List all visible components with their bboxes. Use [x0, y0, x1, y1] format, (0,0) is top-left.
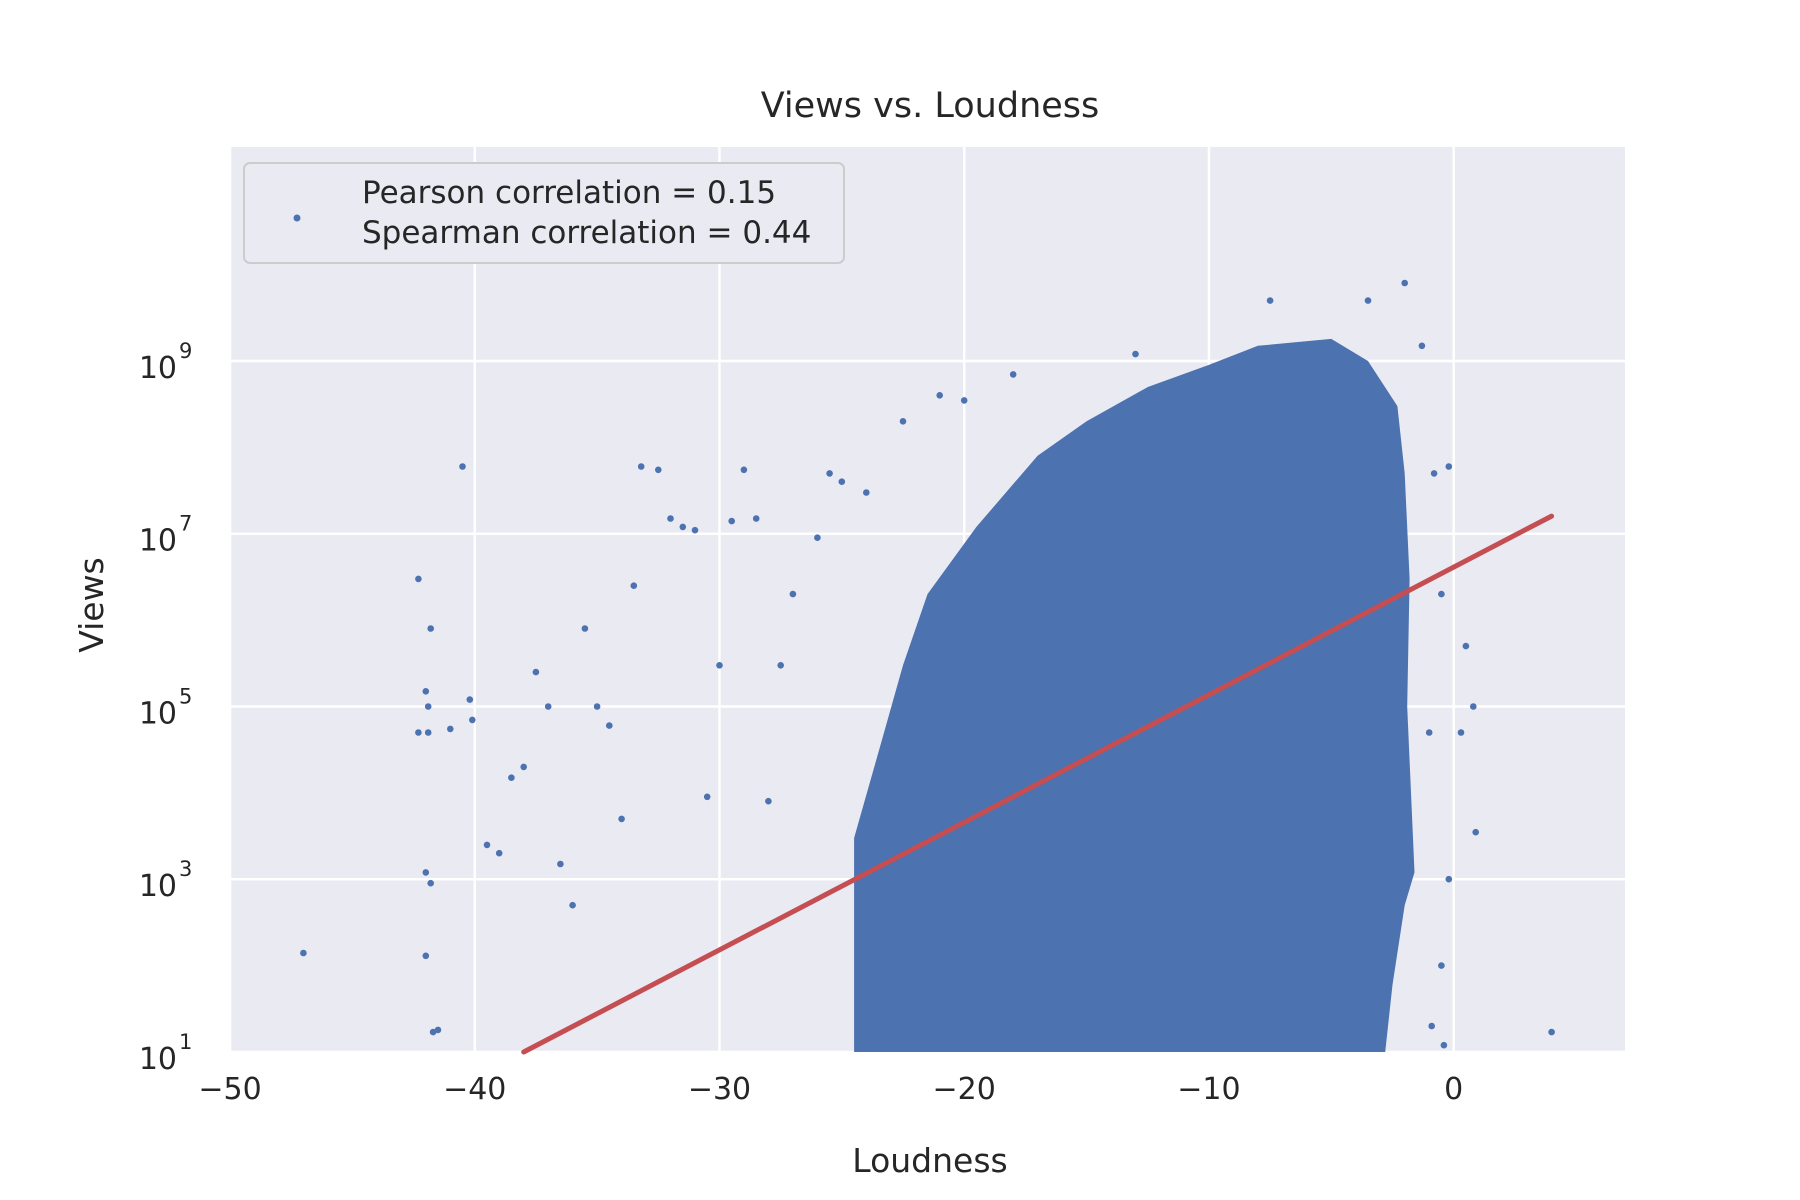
scatter-point: [424, 729, 432, 736]
scatter-point: [427, 625, 435, 632]
scatter-point: [1438, 962, 1445, 969]
scatter-point: [1470, 703, 1477, 710]
scatter-point: [466, 696, 474, 703]
scatter-point: [300, 949, 307, 957]
scatter-point: [777, 662, 784, 669]
scatter-point: [508, 774, 515, 781]
scatter-point: [789, 590, 797, 598]
scatter-point: [557, 860, 564, 868]
scatter-point: [581, 625, 589, 632]
x-tick-label: −20: [933, 1072, 996, 1107]
x-tick-label: −50: [198, 1072, 261, 1107]
y-axis-label: Views: [72, 557, 111, 653]
y-tick-exponent: 7: [179, 512, 192, 536]
scatter-point: [459, 463, 466, 470]
scatter-point: [422, 688, 430, 695]
scatter-point: [424, 703, 432, 710]
point-cloud: [854, 338, 1415, 1052]
scatter-point: [1440, 1041, 1448, 1049]
regression-fit-line: [521, 513, 1555, 1055]
scatter-point: [544, 703, 552, 710]
scatter-point: [1457, 729, 1465, 736]
legend-box: [243, 162, 845, 264]
scatter-point: [679, 523, 687, 531]
scatter-point: [1548, 1028, 1555, 1036]
scatter-point: [415, 575, 422, 583]
x-tick-label: −30: [688, 1072, 751, 1107]
scatter-point: [1445, 463, 1453, 470]
scatter-point: [728, 517, 735, 525]
scatter-point: [960, 397, 968, 404]
legend-pearson: Pearson correlation = 0.15: [362, 175, 776, 211]
legend-marker: [293, 214, 301, 222]
scatter-point: [447, 725, 454, 733]
scatter-point: [826, 470, 833, 477]
scatter-point: [1425, 729, 1433, 736]
scatter-point: [606, 722, 613, 729]
legend-spearman: Spearman correlation = 0.44: [362, 215, 811, 251]
scatter-point: [637, 463, 645, 470]
y-tick-exponent: 9: [179, 339, 192, 363]
scatter-point: [1445, 875, 1453, 883]
scatter-point: [532, 668, 540, 676]
scatter-point: [899, 418, 907, 425]
scatter-point: [838, 478, 846, 486]
scatter-point: [569, 901, 576, 909]
scatter-point: [655, 466, 662, 474]
y-tick-label: 10: [139, 351, 177, 386]
scatter-point: [520, 763, 527, 771]
legend: Pearson correlation = 0.15 Spearman corr…: [243, 162, 845, 264]
scatter-point: [434, 1026, 442, 1034]
x-tick-label: −40: [443, 1072, 506, 1107]
scatter-point: [630, 582, 638, 589]
scatter-point: [1472, 828, 1479, 836]
scatter-point: [1438, 590, 1445, 598]
scatter-point: [469, 716, 476, 724]
scatter-point: [1401, 279, 1408, 287]
scatter-point: [422, 869, 430, 876]
y-tick-exponent: 1: [179, 1030, 192, 1054]
scatter-point: [752, 515, 760, 522]
x-tick-label: 0: [1444, 1072, 1463, 1107]
scatter-point: [495, 849, 503, 857]
scatter-point: [427, 879, 435, 887]
scatter-point: [483, 841, 491, 849]
scatter-point: [422, 952, 430, 960]
scatter-point: [1462, 642, 1470, 650]
scatter-point: [1428, 1022, 1435, 1030]
scatter-point: [667, 515, 674, 522]
fit-line-group: [521, 513, 1555, 1055]
scatter-point: [1364, 297, 1372, 304]
scatter-point: [1266, 297, 1274, 304]
scatter-point: [1418, 342, 1426, 350]
scatter-point: [765, 797, 772, 805]
scatter-point: [593, 703, 601, 710]
y-tick-label: 10: [139, 696, 177, 731]
scatter-point: [415, 729, 422, 736]
x-axis-label: Loudness: [852, 1141, 1007, 1180]
dense-point-cloud: [854, 338, 1415, 1052]
scatter-point: [703, 793, 711, 801]
y-tick-label: 10: [139, 524, 177, 559]
scatter-point: [1132, 350, 1139, 358]
y-tick-label: 10: [139, 869, 177, 904]
scatter-point: [716, 662, 723, 669]
y-tick-exponent: 3: [179, 857, 192, 881]
scatter-point: [936, 392, 943, 399]
scatter-point: [618, 815, 625, 823]
scatter-points: [300, 279, 1555, 1049]
x-tick-label: −10: [1177, 1072, 1240, 1107]
scatter-point: [1009, 371, 1017, 378]
scatter-point: [1430, 470, 1438, 477]
scatter-point: [740, 466, 748, 474]
x-tick-labels: −50 −40 −30 −20 −10 0: [198, 1072, 1463, 1107]
scatter-point: [863, 489, 870, 496]
chart-title: Views vs. Loudness: [761, 86, 1100, 126]
scatter-point: [691, 526, 699, 534]
scatter-point: [814, 534, 821, 541]
y-tick-label: 10: [139, 1042, 177, 1077]
y-tick-exponent: 5: [179, 684, 192, 708]
